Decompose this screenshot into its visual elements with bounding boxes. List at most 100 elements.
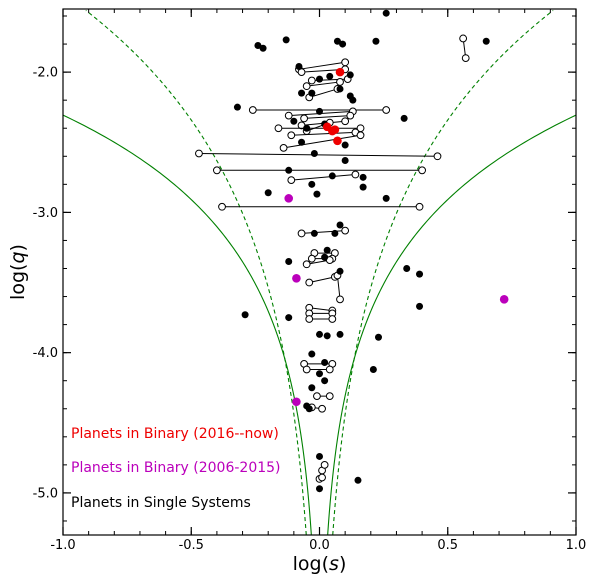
point-single	[323, 332, 331, 340]
point-single	[374, 333, 382, 341]
pair-line	[291, 131, 356, 136]
legend-item-binary-2006: Planets in Binary (2006-2015)	[71, 460, 281, 476]
pair-point	[274, 124, 283, 133]
point-single	[254, 41, 262, 49]
point-single	[298, 138, 306, 146]
point-single	[326, 72, 334, 80]
point-single	[298, 89, 306, 97]
y-tick-label: -3.0	[33, 206, 58, 221]
x-tick-label: -0.5	[179, 538, 204, 553]
point-single	[295, 63, 303, 71]
x-tick-label: 0.5	[437, 538, 458, 553]
x-axis-label: log(s)	[293, 553, 347, 575]
point-single	[346, 71, 354, 79]
pair-line	[304, 115, 351, 119]
pair-point	[415, 202, 424, 211]
point-single	[241, 311, 249, 319]
pair-point	[305, 315, 314, 323]
pair-point	[297, 229, 306, 238]
pair-point	[302, 365, 311, 374]
point-single	[372, 37, 380, 45]
pair-point	[218, 202, 226, 211]
point-single	[321, 377, 329, 385]
x-tick-label: 1.0	[566, 538, 587, 553]
point-single	[416, 270, 424, 278]
caustic-outer-right	[332, 9, 554, 535]
pair-point	[284, 111, 293, 120]
point-single	[310, 229, 318, 237]
point-single	[369, 365, 377, 373]
point-single	[316, 370, 323, 378]
point-binary-2006	[499, 295, 509, 304]
point-single	[308, 384, 316, 392]
point-single	[259, 44, 267, 52]
point-single	[285, 257, 293, 265]
point-single	[323, 246, 331, 254]
point-single	[282, 36, 290, 44]
pair-point	[195, 149, 203, 158]
pair-line	[301, 230, 346, 234]
point-single	[336, 330, 344, 338]
point-single	[321, 358, 329, 366]
point-single	[321, 253, 329, 261]
point-single	[308, 89, 316, 97]
pair-point	[418, 166, 427, 175]
pair-line	[309, 88, 338, 98]
plot-area	[63, 9, 576, 535]
point-single	[403, 264, 411, 272]
pair-point	[320, 460, 329, 469]
pair-line	[309, 276, 335, 284]
point-single	[349, 96, 357, 104]
pair-point	[433, 152, 442, 161]
pair-point	[461, 54, 470, 62]
point-single	[264, 189, 272, 197]
point-single	[400, 114, 408, 122]
point-binary-2016	[328, 126, 337, 136]
pair-point	[287, 176, 296, 185]
pair-point	[346, 111, 355, 120]
caustic-inner-right	[327, 114, 576, 535]
point-single	[382, 9, 390, 17]
pair-point	[279, 143, 288, 152]
point-single	[328, 172, 336, 180]
point-single	[359, 173, 367, 181]
pair-point	[382, 106, 391, 114]
point-single	[290, 117, 298, 125]
pair-point	[318, 404, 326, 413]
pair-line	[306, 81, 341, 87]
point-binary-2006	[284, 194, 294, 203]
binary-pair-lines	[195, 34, 470, 483]
point-single	[354, 476, 362, 484]
pair-line	[291, 174, 356, 181]
x-tick-label: -1.0	[50, 538, 75, 553]
point-single	[310, 149, 318, 157]
plot-frame	[62, 8, 577, 536]
point-single	[341, 141, 349, 149]
point-single	[316, 330, 323, 338]
point-single	[333, 37, 341, 45]
pair-point	[356, 131, 365, 140]
y-tick-label: -5.0	[33, 486, 58, 501]
point-single	[336, 267, 344, 275]
pair-point	[325, 392, 334, 401]
caustic-curves	[63, 9, 576, 535]
point-single	[305, 405, 313, 413]
legend: Planets in Binary (2016--now) Planets in…	[71, 426, 281, 511]
pair-point	[341, 117, 350, 126]
pair-line	[198, 152, 438, 157]
pair-point	[341, 226, 350, 235]
y-axis-label: log(q)	[7, 244, 29, 300]
pair-line	[298, 61, 346, 70]
point-single	[341, 156, 349, 164]
point-single	[316, 107, 323, 115]
point-binary-2006	[292, 397, 301, 407]
data-points	[233, 9, 509, 493]
pair-point	[313, 392, 321, 401]
pair-line	[336, 275, 341, 300]
pair-line	[306, 259, 330, 265]
y-tick-label: -4.0	[33, 346, 58, 361]
pair-point	[336, 78, 344, 86]
point-single	[316, 452, 323, 460]
pair-point	[318, 473, 326, 482]
